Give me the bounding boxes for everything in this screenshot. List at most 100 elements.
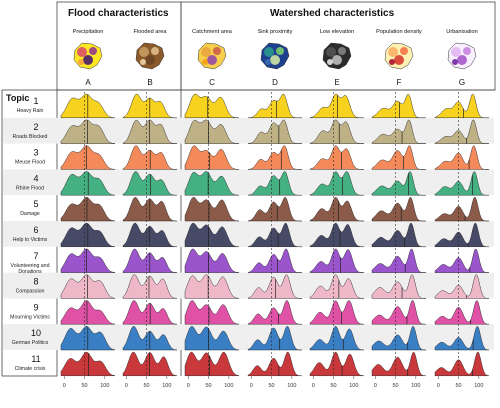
ridge-a-2 (60, 119, 116, 144)
x-tick-label: 0 (312, 383, 315, 389)
topic-name-10: German Politics (12, 340, 49, 346)
topic-name-4: Rhine Flood (16, 185, 44, 191)
column-letter-d: D (272, 78, 278, 87)
column-letter-g: G (459, 78, 465, 87)
ridge-f-10 (371, 326, 426, 351)
x-tick-label: 50 (455, 383, 461, 389)
ridge-c-10 (184, 326, 240, 351)
region-map-icon-b (135, 42, 165, 70)
ridge-f-5 (371, 197, 426, 222)
ridge-d-3 (247, 145, 302, 170)
watershed-characteristics-title: Watershed characteristics (270, 8, 395, 19)
column-letter-c: C (209, 78, 215, 87)
x-tick-label: 0 (187, 383, 190, 389)
x-tick-label: 100 (287, 383, 296, 389)
ridge-g-3 (434, 145, 489, 170)
topic-name-5: Damage (20, 211, 40, 217)
x-tick-label: 0 (374, 383, 377, 389)
ridge-e-11 (309, 351, 365, 377)
ridge-a-8 (60, 274, 116, 299)
ridge-a-7 (60, 248, 116, 273)
ridge-g-1 (434, 93, 489, 119)
ridge-g-4 (434, 171, 489, 196)
topic-name-2: Roads Blocked (13, 134, 48, 140)
x-tick-label: 50 (392, 383, 398, 389)
column-label-e: Low elevation (320, 29, 354, 35)
topic-number-1: 1 (33, 96, 38, 106)
column-letter-e: E (334, 78, 339, 87)
ridge-d-5 (247, 197, 302, 222)
column-letter-f: F (397, 78, 402, 87)
topic-name-11: Climate crisis (15, 366, 46, 372)
ridge-c-1 (184, 93, 239, 119)
ridge-e-9 (309, 300, 365, 325)
ridge-f-1 (371, 93, 426, 119)
column-letter-b: B (147, 78, 152, 87)
ridge-a-5 (60, 197, 116, 222)
x-tick-label: 0 (125, 383, 128, 389)
ridge-e-5 (309, 197, 364, 222)
x-tick-label: 50 (205, 383, 211, 389)
ridge-f-2 (371, 119, 426, 144)
topic-name-7: Donations (18, 269, 42, 275)
topic-number-11: 11 (31, 354, 40, 364)
ridge-c-5 (184, 197, 240, 222)
ridge-d-1 (247, 93, 302, 119)
column-label-d: Sink proximity (258, 29, 293, 35)
ridge-d-7 (247, 248, 302, 273)
x-tick-label: 50 (268, 383, 274, 389)
ridge-g-8 (434, 274, 489, 299)
ridge-g-6 (434, 222, 489, 248)
ridge-e-4 (309, 171, 364, 196)
ridge-e-10 (309, 326, 365, 351)
ridge-g-7 (434, 248, 489, 273)
ridge-a-11 (60, 351, 116, 377)
ridge-d-6 (247, 222, 302, 248)
topic-name-1: Heavy Rain (17, 108, 44, 114)
ridge-f-7 (371, 248, 426, 273)
ridge-g-10 (434, 326, 490, 351)
column-label-c: Catchment area (192, 29, 233, 35)
topic-number-3: 3 (33, 148, 38, 158)
ridge-g-9 (434, 300, 489, 325)
topic-name-3: Meuse Flood (15, 160, 45, 166)
x-tick-label: 100 (411, 383, 420, 389)
ridge-d-4 (247, 171, 302, 196)
topic-number-7: 7 (33, 251, 38, 261)
ridge-c-3 (184, 145, 239, 170)
topic-number-10: 10 (31, 328, 41, 338)
region-map-icon-a (73, 42, 103, 70)
ridge-d-8 (247, 274, 302, 299)
ridge-e-7 (309, 248, 364, 273)
ridge-f-8 (371, 274, 426, 299)
column-label-a: Precipitation (73, 29, 104, 35)
x-tick-label: 100 (100, 383, 109, 389)
region-map-icon-f (384, 42, 414, 70)
ridge-d-10 (247, 326, 302, 351)
ridge-c-4 (184, 171, 240, 196)
column-label-b: Flooded area (134, 29, 168, 35)
x-tick-label: 100 (224, 383, 233, 389)
x-tick-label: 100 (474, 383, 483, 389)
ridge-e-8 (309, 274, 364, 299)
ridge-f-11 (371, 351, 426, 377)
ridge-g-2 (434, 119, 489, 144)
topic-number-8: 8 (33, 277, 38, 287)
topic-name-8: Compassion (16, 289, 45, 295)
ridge-b-4 (122, 171, 177, 196)
x-tick-label: 50 (81, 383, 87, 389)
region-map-icon-d (260, 42, 290, 70)
ridge-f-4 (371, 171, 426, 196)
flood-characteristics-title: Flood characteristics (68, 8, 169, 19)
topic-name-7: Volunteering and (11, 263, 50, 269)
ridge-f-6 (371, 222, 426, 248)
topic-number-5: 5 (33, 199, 38, 209)
ridge-d-9 (247, 300, 302, 325)
ridge-e-6 (309, 222, 364, 248)
ridge-g-5 (434, 197, 489, 222)
topic-number-6: 6 (33, 225, 38, 235)
ridge-a-9 (60, 300, 116, 325)
ridge-e-2 (309, 119, 364, 144)
ridge-c-8 (184, 274, 240, 299)
